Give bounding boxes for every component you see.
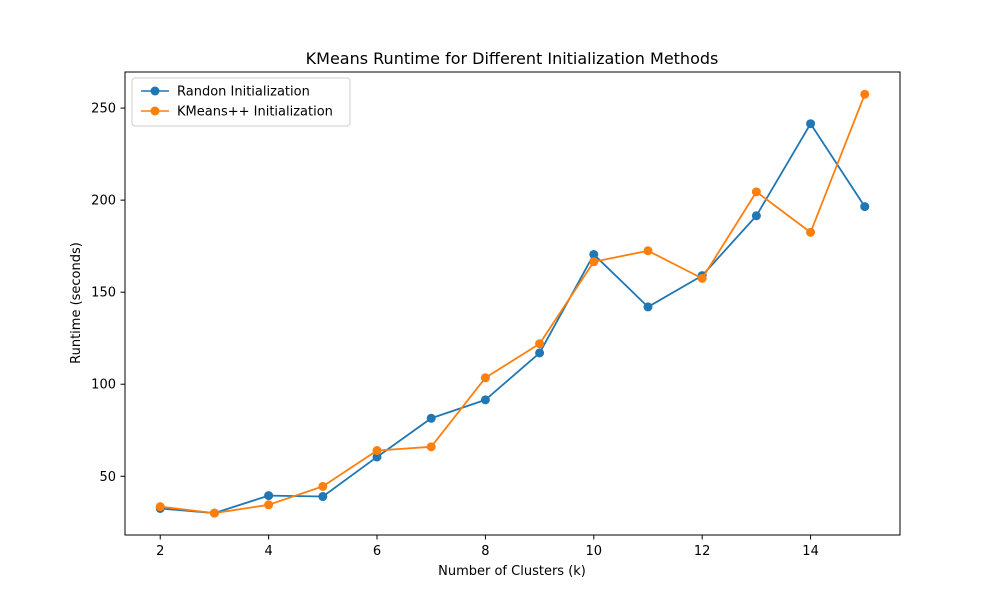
data-point [480,395,490,405]
data-point [643,246,653,256]
legend: Randon Initialization KMeans++ Initializ… [131,77,351,127]
data-point [860,202,870,212]
data-point [426,413,436,423]
x-axis-label: Number of Clusters (k) [438,564,586,579]
data-point [643,302,653,312]
y-tick-label: 200 [91,194,116,209]
series-1 [155,89,870,518]
series-line-1 [160,93,866,514]
chart-title: KMeans Runtime for Different Initializat… [306,49,719,68]
x-tick-label: 8 [481,544,489,559]
data-point [372,452,382,462]
data-point [589,249,599,259]
y-axis-label: Runtime (seconds) [69,242,84,364]
legend-marker-0 [150,86,160,96]
data-point [480,373,490,383]
data-point [264,491,274,501]
data-point [751,187,761,197]
y-tick-label: 150 [91,286,116,301]
x-tick-label: 2 [156,544,164,559]
y-tick-label: 100 [91,378,116,393]
x-axis: 2 4 6 8 10 12 14 [156,535,819,559]
data-point [697,273,707,283]
data-point [372,446,382,456]
legend-marker-1 [150,106,160,116]
data-point [426,442,436,452]
data-point [318,492,328,502]
data-point [806,227,816,237]
data-point [535,348,545,358]
legend-box [131,77,351,127]
legend-label-0: Randon Initialization [177,85,310,100]
axes-frame [124,71,901,536]
x-tick-label: 4 [264,544,272,559]
data-point [535,339,545,349]
y-tick-label: 50 [99,470,116,485]
data-point [264,500,274,510]
data-point [155,502,165,512]
data-point [318,481,328,491]
series-line-0 [160,122,866,514]
y-tick-label: 250 [91,102,116,117]
x-tick-label: 12 [694,544,711,559]
x-tick-label: 10 [586,544,603,559]
y-axis: 50 100 150 200 250 [91,102,125,485]
legend-item-0: Randon Initialization [141,85,310,100]
data-point [751,211,761,221]
data-point [589,257,599,267]
series-layer [155,89,870,518]
legend-item-1: KMeans++ Initialization [141,105,333,120]
data-point [860,89,870,99]
x-tick-label: 14 [802,544,819,559]
data-point [806,119,816,129]
legend-label-1: KMeans++ Initialization [177,105,333,120]
data-point [209,508,219,518]
plot-area [124,71,901,536]
x-tick-label: 6 [373,544,381,559]
